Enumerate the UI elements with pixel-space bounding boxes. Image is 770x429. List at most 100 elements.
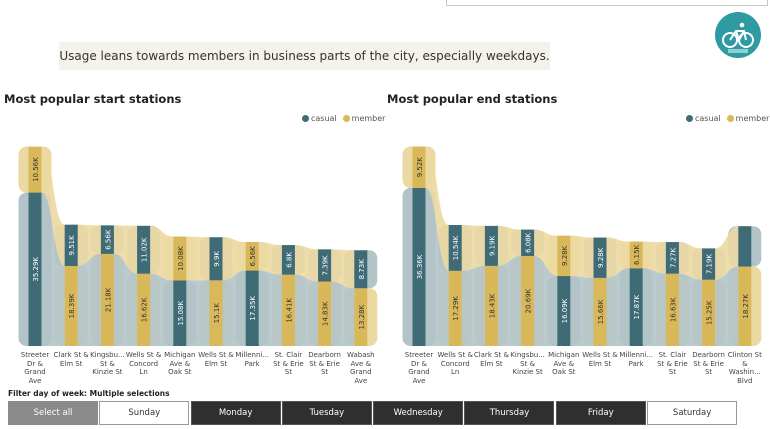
data-label: 13.28K: [358, 304, 366, 329]
filter-monday-button[interactable]: Monday: [190, 401, 281, 425]
end-stations-chart[interactable]: 36.36K 9.52K 17.29K 10.54K 18.43K 9.19K 20.69K…: [402, 146, 762, 346]
x-axis-label: Wells St & Elm St: [582, 351, 618, 368]
casual-bar[interactable]: [484, 225, 498, 266]
data-label: 17.29K: [452, 296, 460, 321]
member-bar[interactable]: [281, 274, 295, 346]
bicycle-icon: [722, 22, 754, 53]
casual-bar[interactable]: [738, 226, 752, 267]
data-label: 9.28K: [561, 245, 569, 266]
top-panel-frame: [446, 0, 768, 6]
casual-bar[interactable]: [100, 225, 114, 254]
member-bar[interactable]: [557, 235, 571, 277]
member-bar[interactable]: [448, 270, 462, 346]
x-axis-label: Clinton St & Washin... Blvd: [727, 351, 762, 385]
x-axis-label: Streeter Dr & Grand Ave: [404, 351, 434, 385]
legend-casual: casual: [686, 114, 721, 123]
member-bar[interactable]: [521, 256, 535, 346]
end-stations-legend: casual member: [686, 114, 769, 123]
casual-bar[interactable]: [412, 187, 426, 346]
end-stations-title: Most popular end stations: [387, 92, 558, 106]
member-bar[interactable]: [137, 273, 151, 346]
casual-bar[interactable]: [281, 245, 295, 275]
ribbon-connector: [41, 192, 65, 346]
member-bar[interactable]: [100, 253, 114, 346]
ribbon-connector: [642, 268, 666, 346]
ribbon-connector: [461, 225, 485, 271]
x-axis-label: Kingsbu... St & Kinzie St: [510, 351, 545, 376]
x-axis-label: Clark St & Elm St: [473, 351, 509, 368]
ribbon-connector: [534, 229, 558, 277]
member-bar[interactable]: [28, 146, 42, 193]
casual-bar[interactable]: [593, 237, 607, 278]
x-axis-label: Clark St & Elm St: [53, 351, 89, 368]
legend-member: member: [726, 114, 769, 123]
data-label: 36.36K: [416, 254, 424, 279]
x-axis-label: St. Clair St & Erie St: [657, 351, 688, 376]
data-label: 9.51K: [68, 235, 76, 256]
x-axis-label: St. Clair St & Erie St: [273, 351, 304, 376]
data-label: 10.56K: [32, 157, 40, 182]
member-bar[interactable]: [209, 280, 223, 346]
member-bar[interactable]: [318, 281, 332, 346]
data-label: 7.19K: [706, 254, 714, 275]
insight-headline: Usage leans towards members in business …: [59, 42, 550, 70]
casual-bar[interactable]: [28, 192, 42, 346]
casual-bar[interactable]: [318, 249, 332, 282]
ribbon-connector: [331, 249, 355, 289]
casual-bar[interactable]: [629, 268, 643, 346]
casual-bar[interactable]: [137, 225, 151, 274]
filter-wednesday-button[interactable]: Wednesday: [373, 401, 464, 425]
member-bar[interactable]: [173, 236, 187, 281]
casual-bar[interactable]: [173, 280, 187, 346]
filter-label: Filter day of week: Multiple selections: [8, 389, 170, 398]
casual-bar[interactable]: [354, 250, 368, 289]
ribbon-connector: [258, 242, 282, 275]
x-axis-label: Michigan Ave & Oak St: [548, 351, 580, 376]
legend-casual: casual: [302, 114, 337, 123]
ribbon-connector: [497, 225, 522, 266]
filter-friday-button[interactable]: Friday: [555, 401, 646, 425]
filter-saturday-button[interactable]: Saturday: [647, 401, 738, 425]
member-bar[interactable]: [593, 277, 607, 346]
casual-bar[interactable]: [245, 270, 259, 346]
member-bar[interactable]: [412, 146, 426, 188]
casual-bar[interactable]: [665, 242, 679, 274]
filter-select-all-button[interactable]: Select all: [8, 401, 98, 425]
x-axis-label: Wells St & Concord Ln: [125, 351, 162, 376]
casual-bar[interactable]: [557, 276, 571, 346]
member-bar[interactable]: [64, 266, 78, 346]
data-label: 9.9K: [213, 251, 221, 267]
casual-bar[interactable]: [448, 225, 462, 271]
member-bar[interactable]: [354, 288, 368, 346]
filter-tuesday-button[interactable]: Tuesday: [281, 401, 372, 425]
ribbon-connector: [77, 253, 101, 346]
filter-sunday-button[interactable]: Sunday: [99, 401, 190, 425]
ribbon-connector: [41, 146, 65, 267]
data-label: 15.1K: [213, 303, 221, 324]
member-bar[interactable]: [629, 241, 643, 269]
casual-bar[interactable]: [209, 237, 223, 281]
data-label: 9.52K: [416, 157, 424, 178]
data-label: 16.41K: [285, 298, 293, 323]
ribbon-connector: [461, 265, 485, 346]
member-bar[interactable]: [484, 265, 498, 346]
data-label: 20.69K: [525, 288, 533, 313]
x-axis-label: Michigan Ave & Oak St: [164, 351, 196, 376]
ribbon-connector: [186, 280, 210, 346]
member-bar[interactable]: [665, 273, 679, 346]
member-bar[interactable]: [245, 242, 259, 271]
casual-bar[interactable]: [702, 248, 716, 280]
member-bar[interactable]: [738, 266, 752, 346]
data-label: 6.8K: [285, 252, 293, 268]
data-label: 15.08K: [177, 300, 185, 325]
data-label: 6.15K: [633, 244, 641, 265]
member-bar[interactable]: [702, 279, 716, 346]
casual-bar[interactable]: [64, 224, 78, 267]
casual-bar[interactable]: [521, 229, 535, 257]
data-label: 16.62K: [141, 297, 149, 322]
data-label: 15.66K: [597, 299, 605, 324]
ribbon-connector: [222, 270, 246, 346]
start-stations-chart[interactable]: 35.29K 10.56K 18.39K 9.51K 21.18K 6.56K 16.62K…: [18, 146, 378, 346]
filter-thursday-button[interactable]: Thursday: [464, 401, 555, 425]
x-axis-label: Kingsbu... St & Kinzie St: [90, 351, 125, 376]
